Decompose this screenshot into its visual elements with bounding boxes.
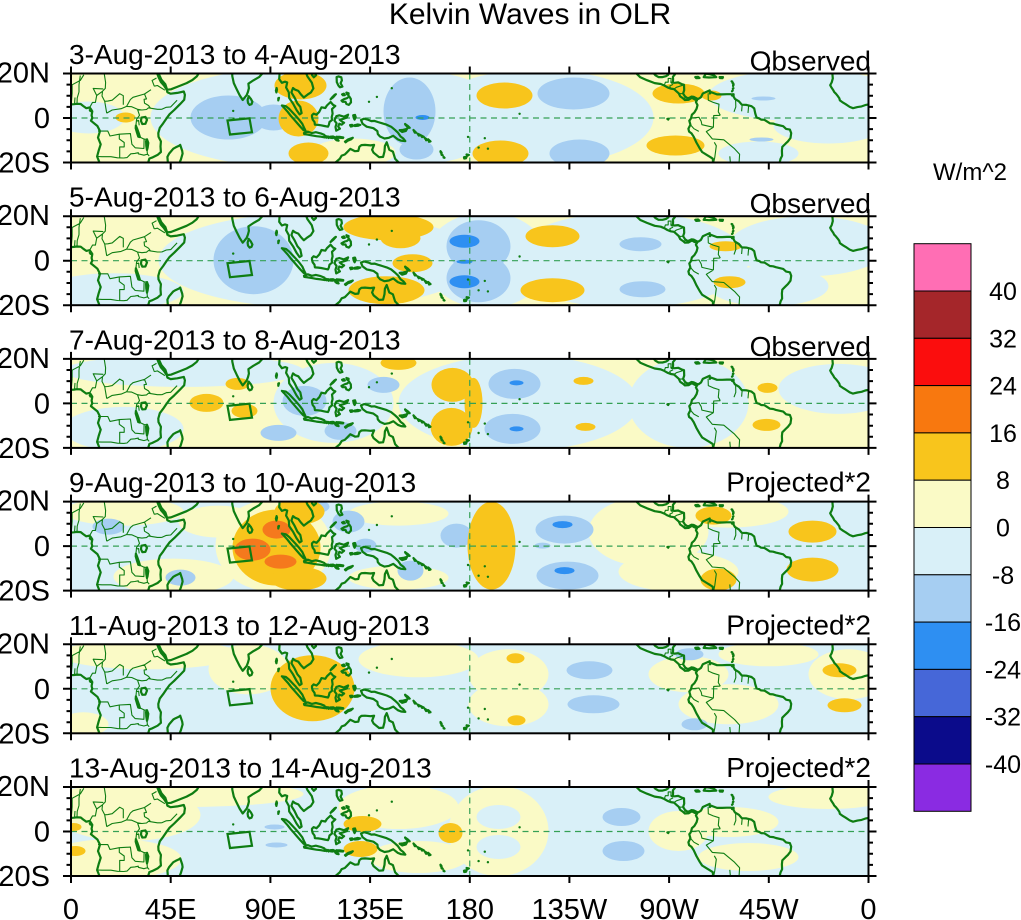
svg-text:Observed: Observed	[750, 188, 871, 219]
svg-text:0: 0	[63, 894, 79, 920]
svg-text:20S: 20S	[0, 718, 50, 750]
svg-text:20N: 20N	[0, 58, 50, 90]
svg-text:20S: 20S	[0, 861, 50, 893]
svg-text:Kelvin Waves in OLR: Kelvin Waves in OLR	[389, 0, 671, 31]
svg-text:20S: 20S	[0, 433, 50, 465]
svg-text:7-Aug-2013 to 8-Aug-2013: 7-Aug-2013 to 8-Aug-2013	[69, 324, 401, 355]
svg-text:0: 0	[860, 894, 876, 920]
svg-text:20N: 20N	[0, 486, 50, 518]
svg-text:20S: 20S	[0, 290, 50, 322]
svg-text:W/m^2: W/m^2	[933, 159, 1007, 186]
svg-text:11-Aug-2013 to 12-Aug-2013: 11-Aug-2013 to 12-Aug-2013	[69, 610, 430, 641]
svg-text:20S: 20S	[0, 148, 50, 180]
svg-text:3-Aug-2013 to 4-Aug-2013: 3-Aug-2013 to 4-Aug-2013	[69, 39, 401, 70]
svg-text:45W: 45W	[739, 894, 799, 920]
svg-text:20N: 20N	[0, 343, 50, 375]
svg-text:20N: 20N	[0, 200, 50, 232]
svg-text:32: 32	[989, 325, 1017, 353]
svg-text:13-Aug-2013 to 14-Aug-2013: 13-Aug-2013 to 14-Aug-2013	[69, 753, 432, 784]
svg-text:180: 180	[446, 894, 494, 920]
svg-text:Projected*2: Projected*2	[726, 467, 871, 498]
svg-text:0: 0	[34, 817, 50, 849]
svg-text:Observed: Observed	[750, 46, 871, 77]
svg-text:40: 40	[989, 278, 1017, 306]
svg-text:0: 0	[34, 103, 50, 135]
svg-text:90W: 90W	[639, 894, 699, 920]
svg-text:Projected*2: Projected*2	[726, 752, 871, 783]
svg-text:20S: 20S	[0, 576, 50, 608]
svg-text:-16: -16	[985, 609, 1021, 637]
svg-text:20N: 20N	[0, 628, 50, 660]
svg-text:Projected*2: Projected*2	[726, 609, 871, 640]
svg-text:-40: -40	[985, 751, 1021, 779]
svg-text:24: 24	[989, 373, 1017, 401]
svg-text:135E: 135E	[336, 894, 404, 920]
svg-text:-24: -24	[985, 656, 1021, 684]
svg-text:-32: -32	[985, 704, 1021, 732]
svg-text:0: 0	[34, 674, 50, 706]
svg-text:-8: -8	[992, 562, 1014, 590]
svg-text:5-Aug-2013 to 6-Aug-2013: 5-Aug-2013 to 6-Aug-2013	[69, 182, 401, 213]
svg-text:0: 0	[34, 531, 50, 563]
svg-text:90E: 90E	[245, 894, 297, 920]
svg-text:0: 0	[34, 388, 50, 420]
svg-text:9-Aug-2013 to 10-Aug-2013: 9-Aug-2013 to 10-Aug-2013	[69, 467, 416, 498]
svg-text:8: 8	[996, 467, 1010, 495]
svg-text:45E: 45E	[145, 894, 197, 920]
svg-text:135W: 135W	[532, 894, 608, 920]
svg-text:Observed: Observed	[750, 331, 871, 362]
svg-text:0: 0	[34, 246, 50, 278]
svg-text:20N: 20N	[0, 771, 50, 803]
svg-text:16: 16	[989, 420, 1017, 448]
svg-text:0: 0	[996, 515, 1010, 543]
